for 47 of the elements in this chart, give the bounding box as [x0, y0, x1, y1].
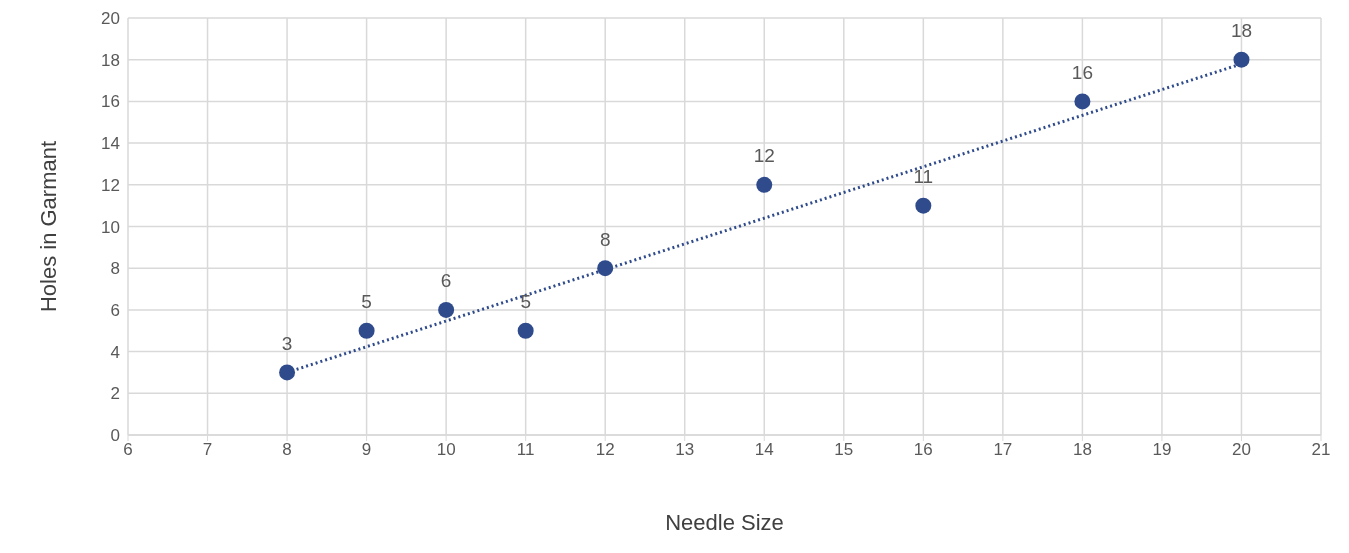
x-tick-label: 11 — [516, 440, 535, 460]
point — [756, 176, 773, 193]
x-tick-label: 6 — [123, 440, 133, 460]
y-tick-label: 12 — [101, 175, 120, 195]
data-label: 6 — [440, 270, 452, 292]
y-tick-label: 16 — [101, 92, 120, 112]
data-label: 5 — [361, 291, 372, 313]
y-tick-label: 20 — [101, 9, 120, 29]
x-tick-label: 12 — [595, 440, 615, 460]
point — [1233, 51, 1250, 68]
y-tick-label: 0 — [110, 426, 120, 446]
data-label: 8 — [599, 228, 611, 250]
x-tick-label: 16 — [913, 440, 933, 460]
point — [517, 322, 534, 339]
point — [279, 364, 296, 381]
x-tick-label: 10 — [436, 440, 456, 460]
x-tick-label: 21 — [1311, 440, 1331, 460]
x-tick-label: 8 — [282, 440, 292, 460]
y-tick-label: 10 — [101, 217, 120, 237]
data-label: 5 — [520, 291, 531, 313]
point — [358, 322, 375, 339]
data-label: 3 — [281, 332, 293, 354]
x-axis-title: Needle Size — [665, 510, 784, 535]
x-tick-label: 13 — [675, 440, 695, 460]
data-label: 18 — [1230, 20, 1253, 42]
y-tick-label: 14 — [101, 134, 120, 154]
x-tick-label: 7 — [202, 440, 213, 460]
y-tick-label: 8 — [110, 259, 120, 279]
y-axis-title: Holes in Garmant — [35, 140, 61, 313]
point — [915, 197, 932, 214]
y-tick-label: 18 — [101, 50, 120, 70]
point — [1074, 93, 1091, 110]
y-tick-label: 6 — [110, 300, 120, 320]
point — [438, 301, 455, 318]
x-tick-label: 14 — [754, 440, 774, 460]
x-tick-label: 18 — [1072, 440, 1092, 460]
x-tick-label: 19 — [1152, 440, 1172, 460]
x-tick-label: 20 — [1232, 440, 1251, 460]
y-tick-label: 2 — [110, 384, 120, 404]
data-label: 16 — [1071, 61, 1093, 83]
data-label: 12 — [753, 145, 775, 167]
data-label: 11 — [913, 166, 934, 188]
y-tick-label: 4 — [110, 342, 120, 362]
x-tick-label: 17 — [993, 440, 1013, 460]
x-tick-label: 15 — [834, 440, 854, 460]
x-tick-label: 9 — [361, 440, 372, 460]
point — [597, 260, 614, 277]
